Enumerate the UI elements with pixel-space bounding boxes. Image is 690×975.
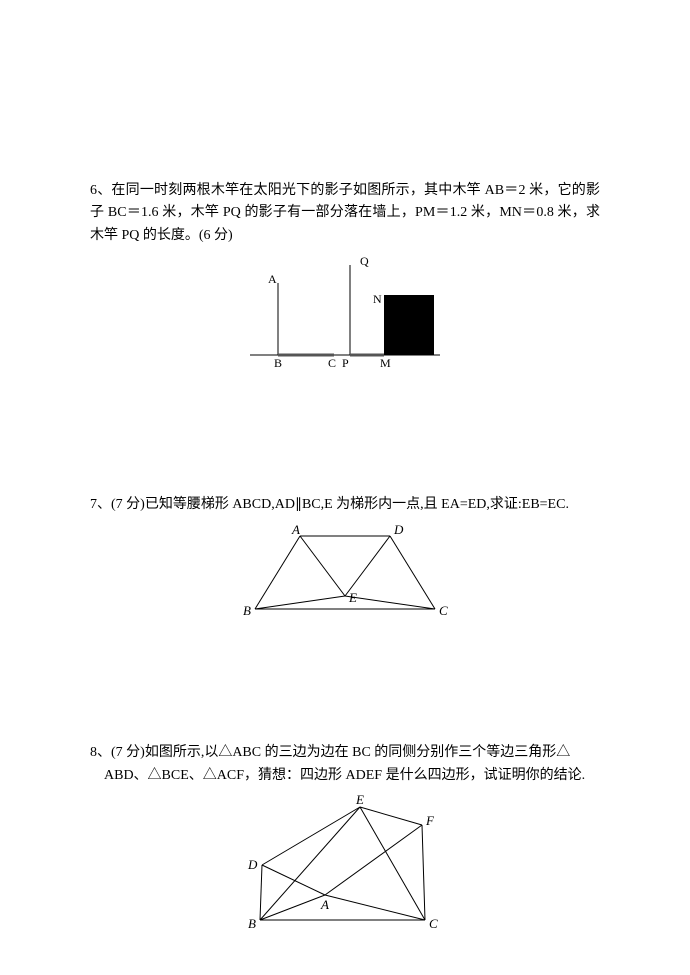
figure-6-svg: A B CP M Q N	[230, 255, 460, 375]
svg-text:E: E	[348, 590, 357, 605]
svg-text:M: M	[380, 356, 391, 370]
figure-8-svg: B C A D E F	[230, 795, 460, 935]
problem-8-figure: B C A D E F	[90, 795, 600, 943]
problem-7-text: 7、(7 分)已知等腰梯形 ABCD,AD∥BC,E 为梯形内一点,且 EA=E…	[90, 494, 600, 516]
svg-text:B: B	[248, 916, 256, 931]
problem-6-figure: A B CP M Q N	[90, 255, 600, 383]
svg-text:Q: Q	[360, 255, 369, 268]
svg-text:D: D	[393, 524, 404, 537]
svg-text:D: D	[247, 857, 258, 872]
svg-text:F: F	[425, 813, 435, 828]
svg-text:C: C	[429, 916, 438, 931]
problem-8: 8、(7 分)如图所示,以△ABC 的三边为边在 BC 的同侧分别作三个等边三角…	[90, 742, 600, 943]
svg-text:B: B	[274, 356, 282, 370]
svg-text:E: E	[355, 795, 364, 807]
problem-6-text: 6、在同一时刻两根木竿在太阳光下的影子如图所示，其中木竿 AB＝2 米，它的影子…	[90, 180, 600, 247]
svg-text:C: C	[328, 356, 336, 370]
problem-7: 7、(7 分)已知等腰梯形 ABCD,AD∥BC,E 为梯形内一点,且 EA=E…	[90, 494, 600, 633]
svg-text:N: N	[373, 292, 382, 306]
problem-6: 6、在同一时刻两根木竿在太阳光下的影子如图所示，其中木竿 AB＝2 米，它的影子…	[90, 180, 600, 384]
problem-7-figure: A D B C E	[90, 524, 600, 632]
problem-8-text-line1: 8、(7 分)如图所示,以△ABC 的三边为边在 BC 的同侧分别作三个等边三角…	[90, 742, 600, 764]
problem-8-text-line2: ABD、△BCE、△ACF，猜想：四边形 ADEF 是什么四边形，试证明你的结论…	[90, 765, 600, 787]
svg-text:B: B	[243, 603, 251, 618]
page-content: 6、在同一时刻两根木竿在太阳光下的影子如图所示，其中木竿 AB＝2 米，它的影子…	[0, 0, 690, 944]
svg-text:A: A	[291, 524, 300, 537]
svg-text:C: C	[439, 603, 448, 618]
svg-text:A: A	[268, 272, 277, 286]
svg-text:A: A	[320, 897, 329, 912]
svg-text:P: P	[342, 356, 349, 370]
figure-7-svg: A D B C E	[240, 524, 450, 624]
